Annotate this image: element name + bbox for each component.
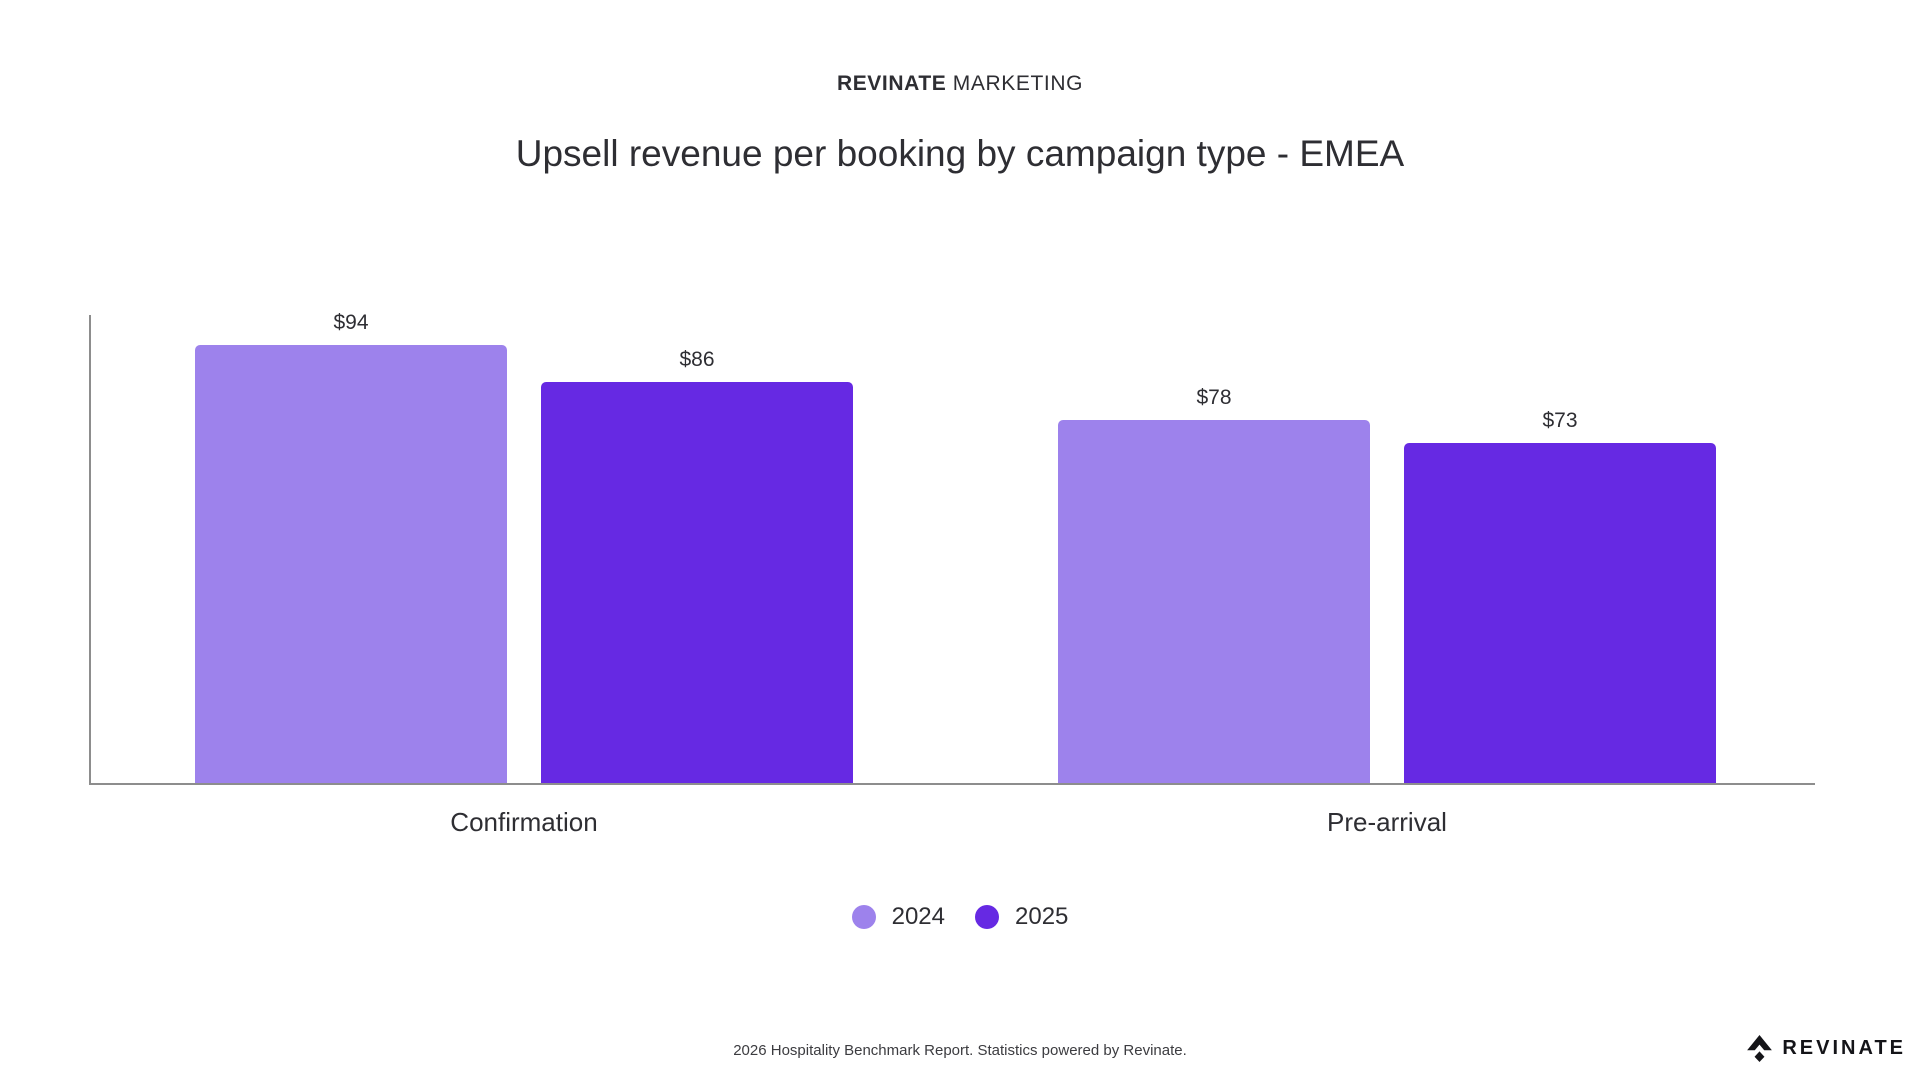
legend-item-2024: 2024 (851, 903, 945, 931)
x-axis-label-confirmation: Confirmation (450, 807, 598, 837)
bar-value-label-pre-arrival-2024: $78 (1196, 386, 1232, 409)
chart-title: Upsell revenue per booking by campaign t… (515, 133, 1405, 174)
revinate-logo: REVINATE (1746, 1035, 1906, 1062)
revinate-chevron-diamond-icon (1747, 1035, 1773, 1062)
legend-label-2025: 2025 (1015, 903, 1069, 930)
legend-dot-icon-2025 (975, 905, 999, 929)
footer-caption: 2026 Hospitality Benchmark Report. Stati… (733, 1042, 1187, 1059)
bar-value-label-confirmation-2024: $94 (333, 311, 369, 334)
brand-header: REVINATE MARKETING (0, 72, 1920, 96)
brand-header-bold: REVINATE (836, 72, 947, 95)
brand-header-regular: MARKETING (952, 72, 1084, 95)
legend-label-2024: 2024 (891, 903, 945, 930)
legend-item-2025: 2025 (975, 903, 1068, 931)
plot-area: $94 $86 Confirmation $78 $73 Pre-arrival (89, 311, 1815, 837)
bar-pre-arrival-2024: $78 (1058, 386, 1370, 783)
bar-value-label-pre-arrival-2025: $73 (1542, 409, 1578, 432)
bar-value-label-confirmation-2025: $86 (679, 348, 715, 371)
bar-confirmation-2024: $94 (195, 311, 507, 783)
bar-confirmation-2025: $86 (541, 348, 853, 783)
bar-pre-arrival-2025: $73 (1404, 409, 1716, 783)
legend-dot-icon-2024 (851, 905, 876, 929)
x-axis-label-pre-arrival: Pre-arrival (1327, 807, 1447, 837)
revinate-logo-text: REVINATE (1782, 1037, 1906, 1059)
legend: 2024 2025 (0, 903, 1920, 931)
